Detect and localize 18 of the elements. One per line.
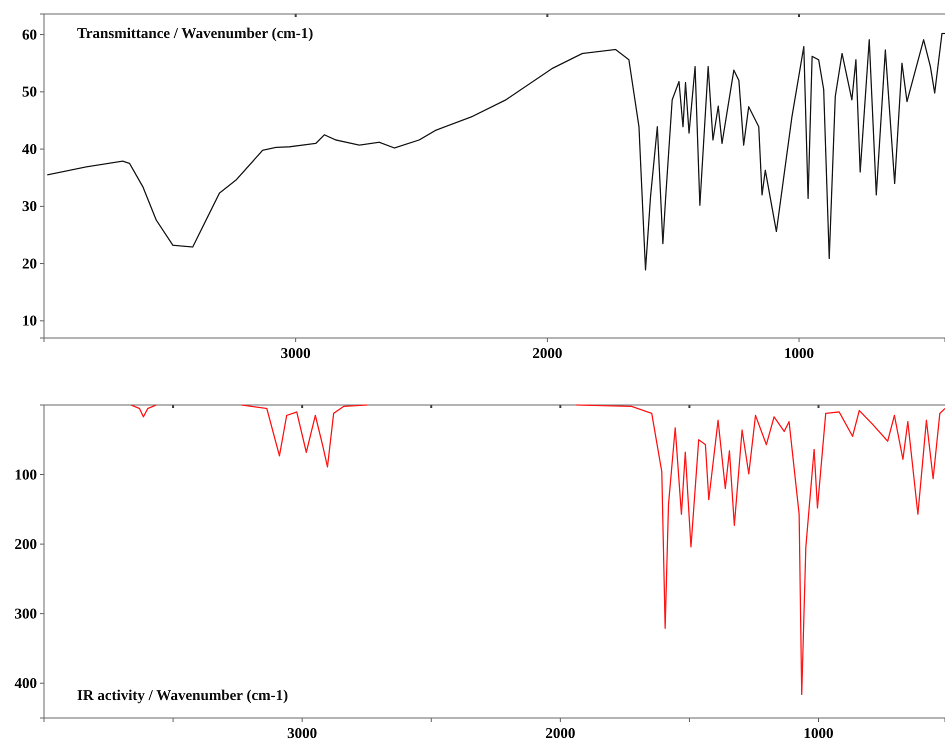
x-tick-label: 3000 — [287, 726, 318, 742]
x-tick-label: 2000 — [545, 726, 576, 742]
y-tick-label: 300 — [14, 606, 37, 622]
y-tick-label: 60 — [22, 27, 37, 44]
y-tick-label: 100 — [14, 467, 37, 484]
y-tick-label: 20 — [22, 256, 37, 272]
y-tick-label: 10 — [22, 314, 37, 330]
y-tick-label: 200 — [14, 536, 37, 553]
text: IR activity / Wavenumber (cm-1) — [77, 688, 288, 704]
x-tick-label: 2000 — [532, 346, 562, 362]
y-tick-label: 50 — [22, 84, 37, 101]
x-tick-label: 1000 — [784, 346, 814, 362]
y-tick-label: 40 — [22, 142, 37, 158]
y-tick-label: 30 — [22, 199, 37, 216]
x-tick-label: 3000 — [280, 346, 311, 362]
y-tick-label: 400 — [14, 676, 37, 692]
text: Transmittance / Wavenumber (cm-1) — [77, 26, 314, 42]
x-tick-label: 1000 — [804, 726, 834, 742]
